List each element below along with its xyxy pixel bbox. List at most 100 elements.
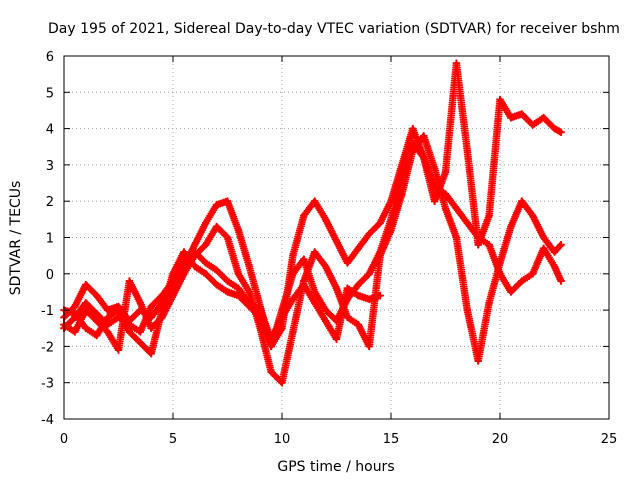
data-point [115, 313, 122, 321]
data-point [387, 215, 395, 223]
x-tick-label: 20 [492, 432, 509, 447]
data-point [213, 223, 221, 231]
data-point [420, 132, 428, 140]
data-point [333, 284, 340, 292]
data-point [93, 310, 101, 318]
data-point [485, 299, 493, 307]
data-point [147, 302, 155, 310]
data-point [104, 321, 112, 329]
data-point [311, 299, 319, 307]
data-point [551, 248, 558, 256]
data-point [202, 219, 210, 227]
y-tick-label: 6 [46, 50, 54, 65]
data-point [442, 168, 449, 176]
data-point [398, 175, 406, 183]
data-point [376, 248, 384, 256]
series-band [60, 131, 565, 387]
data-point [191, 263, 199, 271]
data-point [180, 248, 188, 256]
data-point [507, 223, 515, 231]
data-point [71, 313, 79, 321]
data-point [322, 317, 330, 325]
data-point [115, 306, 122, 314]
data-point [518, 110, 526, 118]
data-point [256, 306, 264, 314]
data-point [104, 306, 112, 314]
data-point [147, 350, 155, 358]
data-point [136, 299, 144, 307]
data-point [191, 241, 199, 249]
data-point [474, 234, 482, 241]
data-point [507, 288, 515, 296]
y-tick-label: 2 [46, 195, 54, 210]
data-point [202, 259, 210, 267]
chart-title: Day 195 of 2021, Sidereal Day-to-day VTE… [48, 21, 620, 37]
data-point [409, 125, 417, 133]
data-point [311, 197, 319, 205]
data-point [485, 212, 493, 220]
data-point [125, 328, 133, 336]
data-point [343, 259, 351, 267]
data-point [278, 313, 286, 321]
y-tick-label: 0 [46, 268, 54, 283]
data-point [376, 219, 384, 227]
data-point [540, 234, 548, 241]
data-point [136, 339, 144, 347]
data-point [202, 270, 210, 278]
x-tick-label: 0 [60, 432, 68, 447]
data-point [71, 328, 79, 336]
data-point [540, 114, 548, 122]
y-tick-label: 5 [46, 86, 54, 101]
data-point [431, 165, 439, 173]
data-point [551, 263, 558, 271]
data-point [300, 255, 308, 263]
data-point [518, 277, 526, 285]
data-point [267, 368, 275, 376]
data-point [224, 288, 231, 296]
data-point [93, 292, 101, 300]
series-trace-b [60, 131, 565, 387]
data-point [245, 263, 253, 271]
data-point [376, 292, 384, 300]
data-point [136, 328, 144, 336]
data-point [104, 313, 112, 321]
data-point [158, 306, 166, 314]
data-point [474, 241, 482, 249]
y-axis-label: SDTVAR / TECUs [8, 181, 24, 296]
data-point [213, 281, 221, 289]
axes: 0 5 10 15 20 25 -4 -3 -2 -1 0 1 2 3 4 5 6 [41, 50, 617, 447]
x-tick-label: 25 [601, 432, 618, 447]
data-point [213, 201, 221, 209]
data-point [158, 292, 166, 300]
data-point [529, 270, 537, 278]
data-point [93, 317, 101, 325]
data-point [224, 234, 231, 241]
data-point [82, 299, 90, 307]
data-point [496, 96, 504, 104]
data-point [289, 270, 297, 278]
data-point [311, 248, 319, 256]
data-point [333, 335, 340, 343]
data-point [125, 277, 133, 285]
data-point [463, 219, 471, 227]
data-point [333, 317, 340, 325]
data-point [82, 324, 90, 332]
data-point [409, 139, 417, 147]
data-point [485, 241, 493, 249]
data-point [245, 288, 253, 296]
data-point [234, 284, 242, 292]
data-point [442, 204, 449, 212]
data-point [463, 306, 471, 314]
data-point [93, 332, 101, 340]
data-point [354, 292, 362, 300]
data-point [551, 125, 558, 133]
y-tick-label: 1 [46, 232, 54, 247]
data-point [333, 237, 340, 245]
data-point [343, 313, 351, 321]
data-point [529, 212, 537, 220]
data-point [278, 379, 286, 387]
data-point [452, 234, 460, 241]
series-band [60, 248, 384, 344]
data-point [300, 212, 308, 220]
data-point [125, 321, 133, 329]
